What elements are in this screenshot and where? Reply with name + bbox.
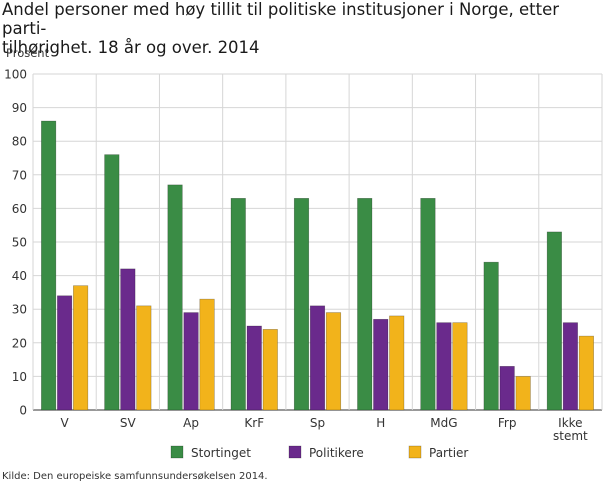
bar-stortinget-sp (293, 198, 310, 411)
bar-partier-sp (325, 312, 342, 411)
bar-partier-v (73, 285, 89, 411)
y-tick-label: 40 (12, 269, 27, 283)
bar-politikere-mdg (436, 322, 452, 411)
chart-title-line-1: Andel personer med høy tillit til politi… (2, 0, 560, 38)
x-tick-label: SV (120, 416, 137, 430)
bar-partier-frp (515, 376, 531, 411)
bar-partier-sv (136, 305, 152, 411)
bar-partier-h (389, 315, 405, 411)
legend-swatch-stortinget (170, 445, 184, 459)
bar-stortinget-v (41, 120, 57, 411)
bar-politikere-ap (183, 312, 199, 411)
legend-label-politikere: Politikere (309, 446, 364, 460)
bar-partier-ap (199, 298, 215, 411)
bar-politikere-ikke-stemt (562, 322, 578, 411)
bar-partier-krf (262, 329, 278, 411)
x-tick-label: stemt (553, 429, 588, 443)
bar-politikere-h (373, 318, 389, 411)
y-tick-label: 80 (12, 135, 27, 149)
x-tick-label: H (376, 416, 385, 430)
y-tick-label: 30 (12, 303, 27, 317)
x-tick-label: Frp (498, 416, 517, 430)
y-tick-label: 0 (19, 404, 27, 418)
bar-stortinget-ikke-stemt (546, 231, 562, 411)
y-tick-label: 70 (12, 168, 27, 182)
x-tick-label: Sp (310, 416, 325, 430)
bar-politikere-v (57, 295, 73, 411)
bar-stortinget-frp (483, 261, 499, 411)
y-axis-label: Prosent (6, 46, 50, 60)
bar-stortinget-krf (230, 198, 246, 411)
bar-stortinget-sv (104, 154, 120, 411)
x-tick-label: Ap (183, 416, 199, 430)
bar-politikere-sv (120, 268, 136, 411)
x-tick-label: KrF (244, 416, 264, 430)
legend-swatch-partier (408, 445, 422, 459)
y-tick-label: 50 (12, 236, 27, 250)
x-tick-label: V (61, 416, 70, 430)
source-note: Kilde: Den europeiske samfunnsundersøkel… (2, 471, 268, 482)
chart-title-line-2: tilhørighet. 18 år og over. 2014 (2, 38, 260, 57)
bar-politikere-frp (499, 366, 515, 411)
chart-title: Andel personer med høy tillit til politi… (2, 0, 602, 57)
y-tick-label: 90 (12, 101, 27, 115)
bar-stortinget-mdg (420, 198, 436, 411)
y-tick-label: 10 (12, 370, 27, 384)
y-tick-label: 100 (4, 68, 27, 82)
x-tick-label: Ikke (558, 416, 582, 430)
bar-politikere-sp (309, 305, 326, 411)
bar-stortinget-ap (167, 184, 183, 411)
bar-partier-ikke-stemt (578, 335, 594, 411)
x-tick-label: MdG (430, 416, 457, 430)
bar-stortinget-h (357, 198, 373, 411)
y-tick-label: 60 (12, 202, 27, 216)
y-tick-label: 20 (12, 336, 27, 350)
legend-swatch-politikere (288, 445, 302, 459)
legend-label-stortinget: Stortinget (191, 446, 251, 460)
legend-label-partier: Partier (429, 446, 468, 460)
bar-politikere-krf (246, 325, 262, 411)
bar-partier-mdg (452, 322, 468, 411)
